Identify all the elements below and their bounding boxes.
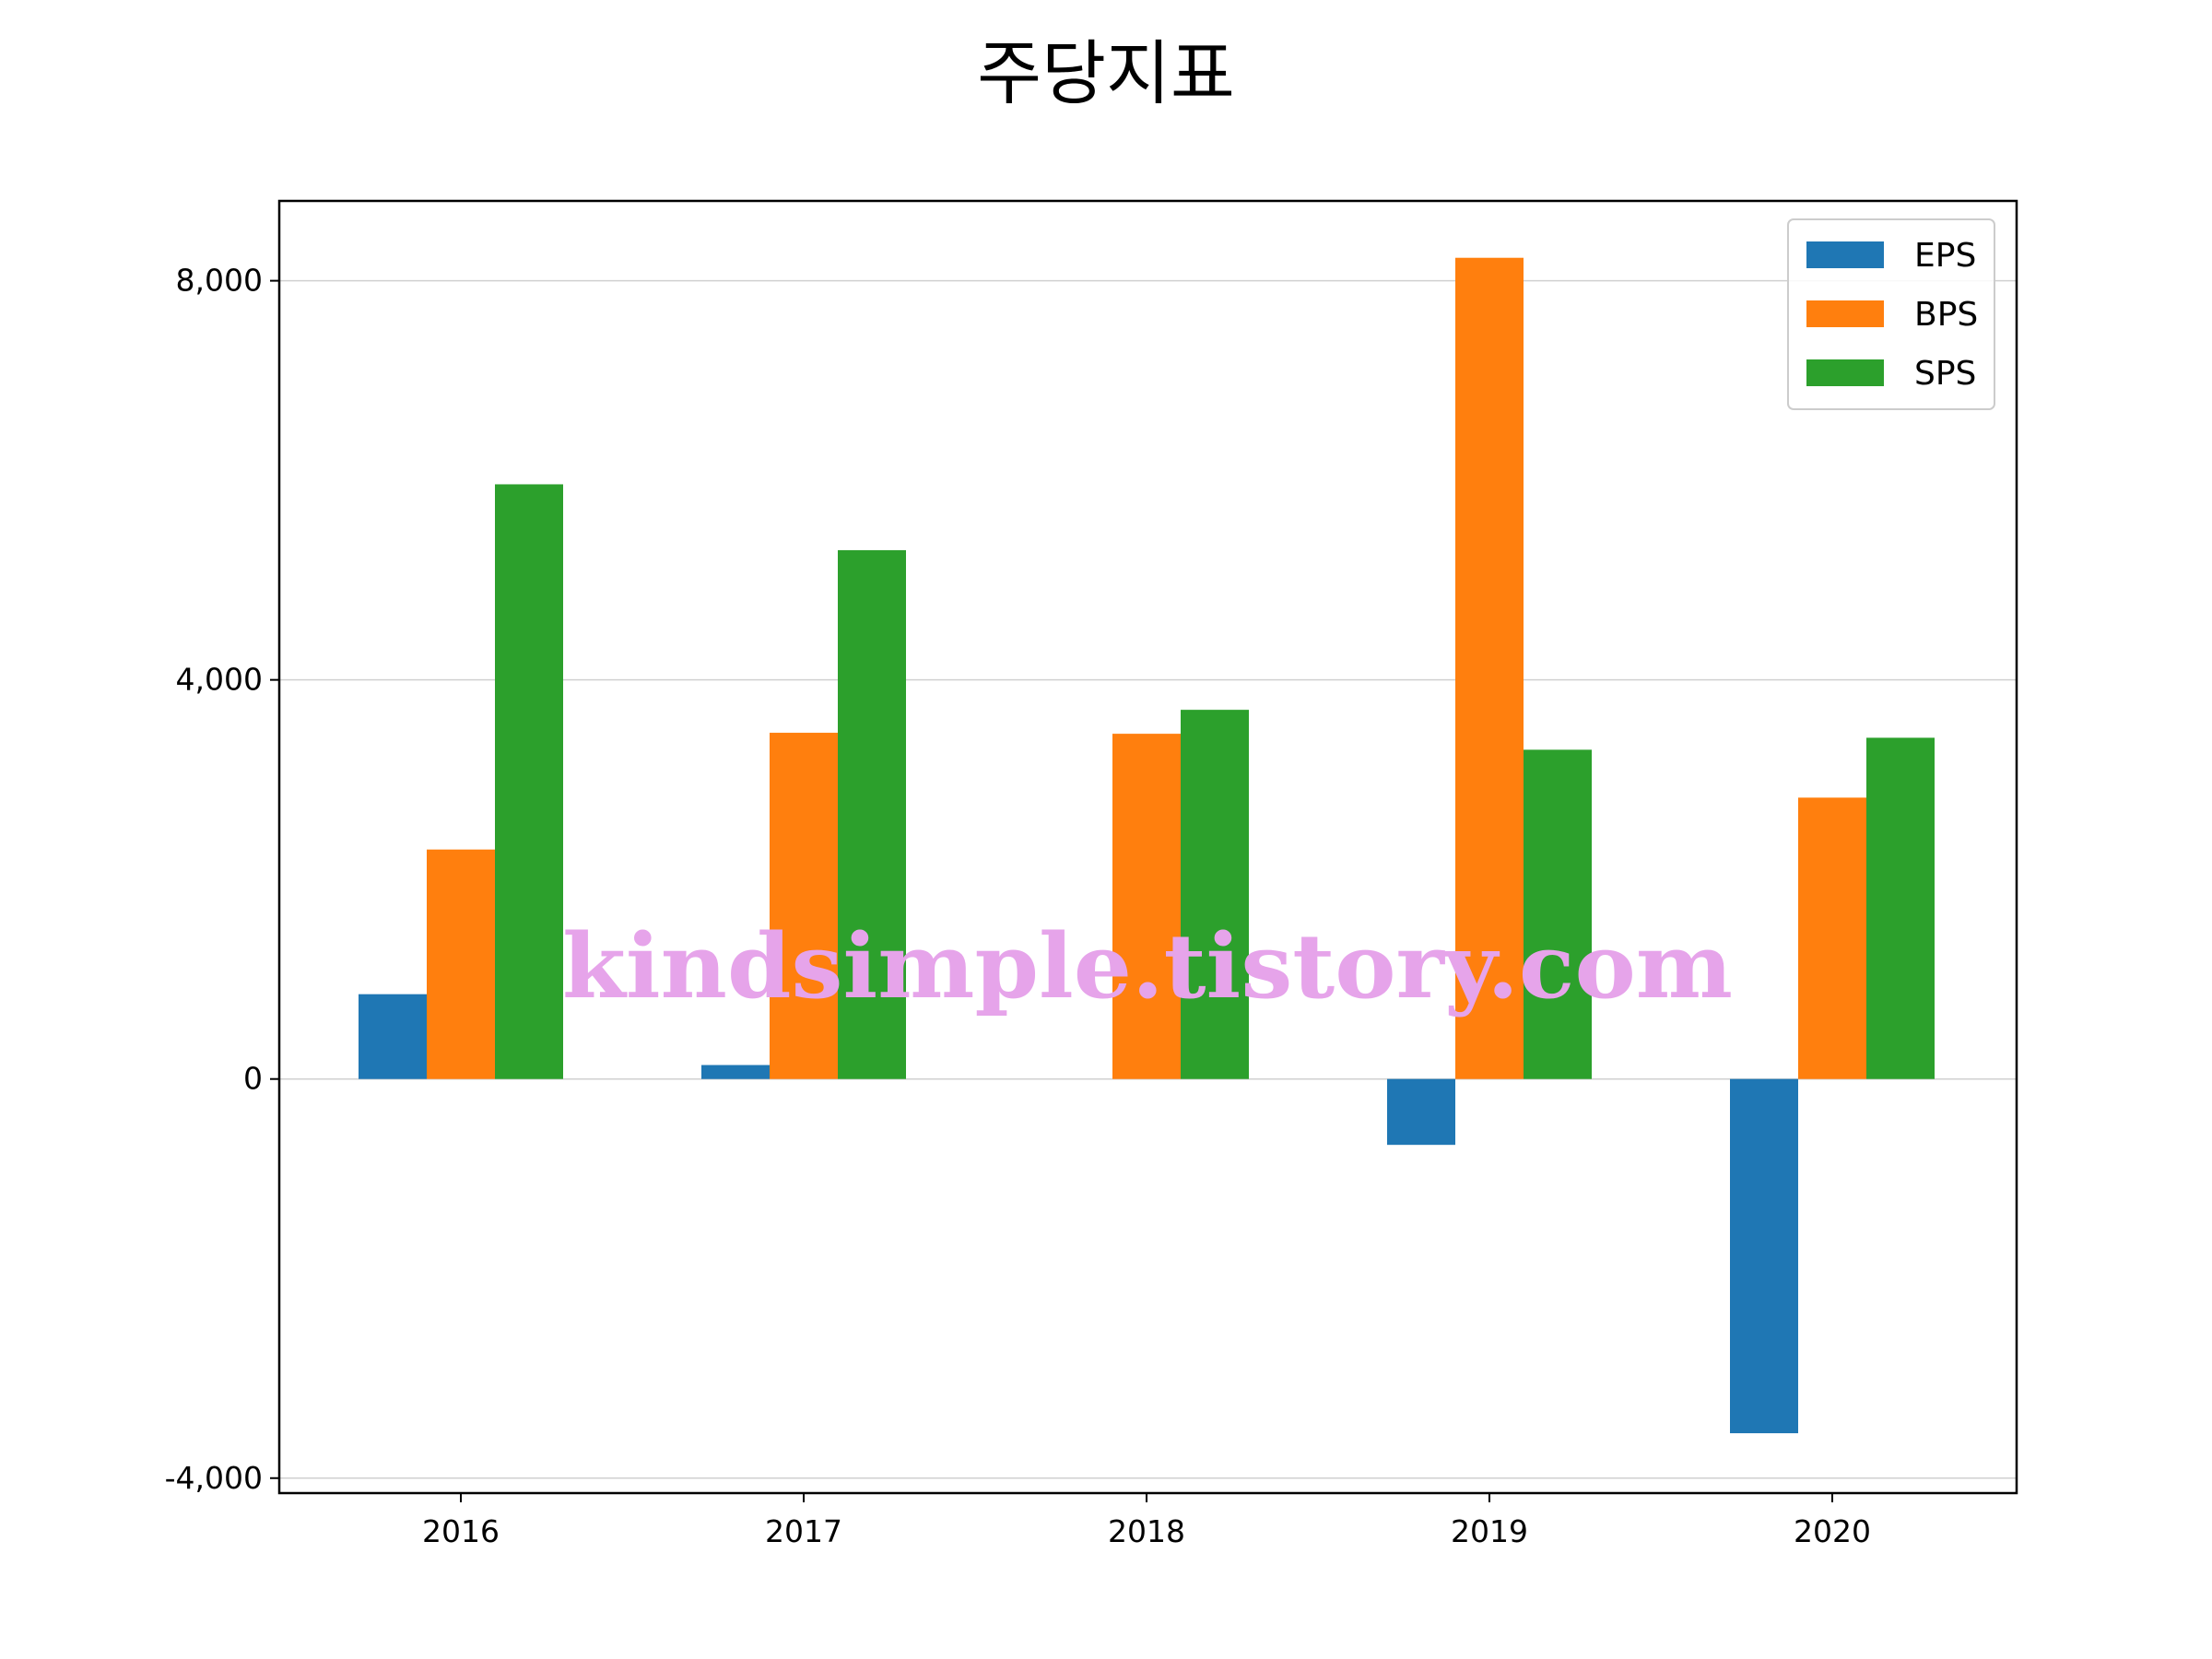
watermark: kindsimple.tistory.com xyxy=(562,914,1733,1018)
bar-bps-2019 xyxy=(1455,257,1524,1079)
bar-eps-2020 xyxy=(1730,1078,1798,1434)
bar-eps-2019 xyxy=(1387,1078,1455,1146)
watermark-text: kindsimple.tistory.com xyxy=(562,914,1733,1018)
legend-swatch-bps xyxy=(1806,300,1884,327)
x-tick-label: 2018 xyxy=(1108,1513,1185,1549)
y-tick-label: 8,000 xyxy=(176,263,263,299)
bar-sps-2020 xyxy=(1866,737,1935,1079)
bar-sps-2016 xyxy=(495,484,563,1079)
chart-title: 주당지표 xyxy=(977,32,1235,114)
y-tick-label: -4,000 xyxy=(165,1460,263,1496)
legend-label-sps: SPS xyxy=(1914,355,1976,393)
bar-bps-2016 xyxy=(427,849,495,1079)
bar-bps-2018 xyxy=(1112,734,1181,1079)
x-tick-label: 2017 xyxy=(765,1513,842,1549)
legend-label-bps: BPS xyxy=(1914,296,1978,334)
legend-label-eps: EPS xyxy=(1914,237,1976,275)
legend-swatch-sps xyxy=(1806,359,1884,386)
bar-eps-2017 xyxy=(701,1065,770,1079)
legend-swatch-eps xyxy=(1806,241,1884,268)
y-tick-label: 0 xyxy=(243,1061,263,1097)
bar-sps-2018 xyxy=(1181,710,1249,1079)
bar-eps-2016 xyxy=(359,994,427,1079)
bar-bps-2020 xyxy=(1798,797,1866,1079)
y-tick-label: 4,000 xyxy=(176,662,263,698)
x-tick-label: 2019 xyxy=(1451,1513,1528,1549)
bar-bps-2017 xyxy=(770,733,838,1079)
x-tick-label: 2020 xyxy=(1794,1513,1871,1549)
legend: EPS BPS SPS xyxy=(1787,218,1995,410)
plot-frame xyxy=(277,199,2018,1495)
x-tick-label: 2016 xyxy=(422,1513,500,1549)
bar-sps-2017 xyxy=(838,549,906,1079)
bar-sps-2019 xyxy=(1524,749,1592,1079)
bars xyxy=(359,257,1935,1434)
axes: -4,000 0 4,000 8,000 2016 2017 2018 2019 2020 xyxy=(165,199,2018,1549)
